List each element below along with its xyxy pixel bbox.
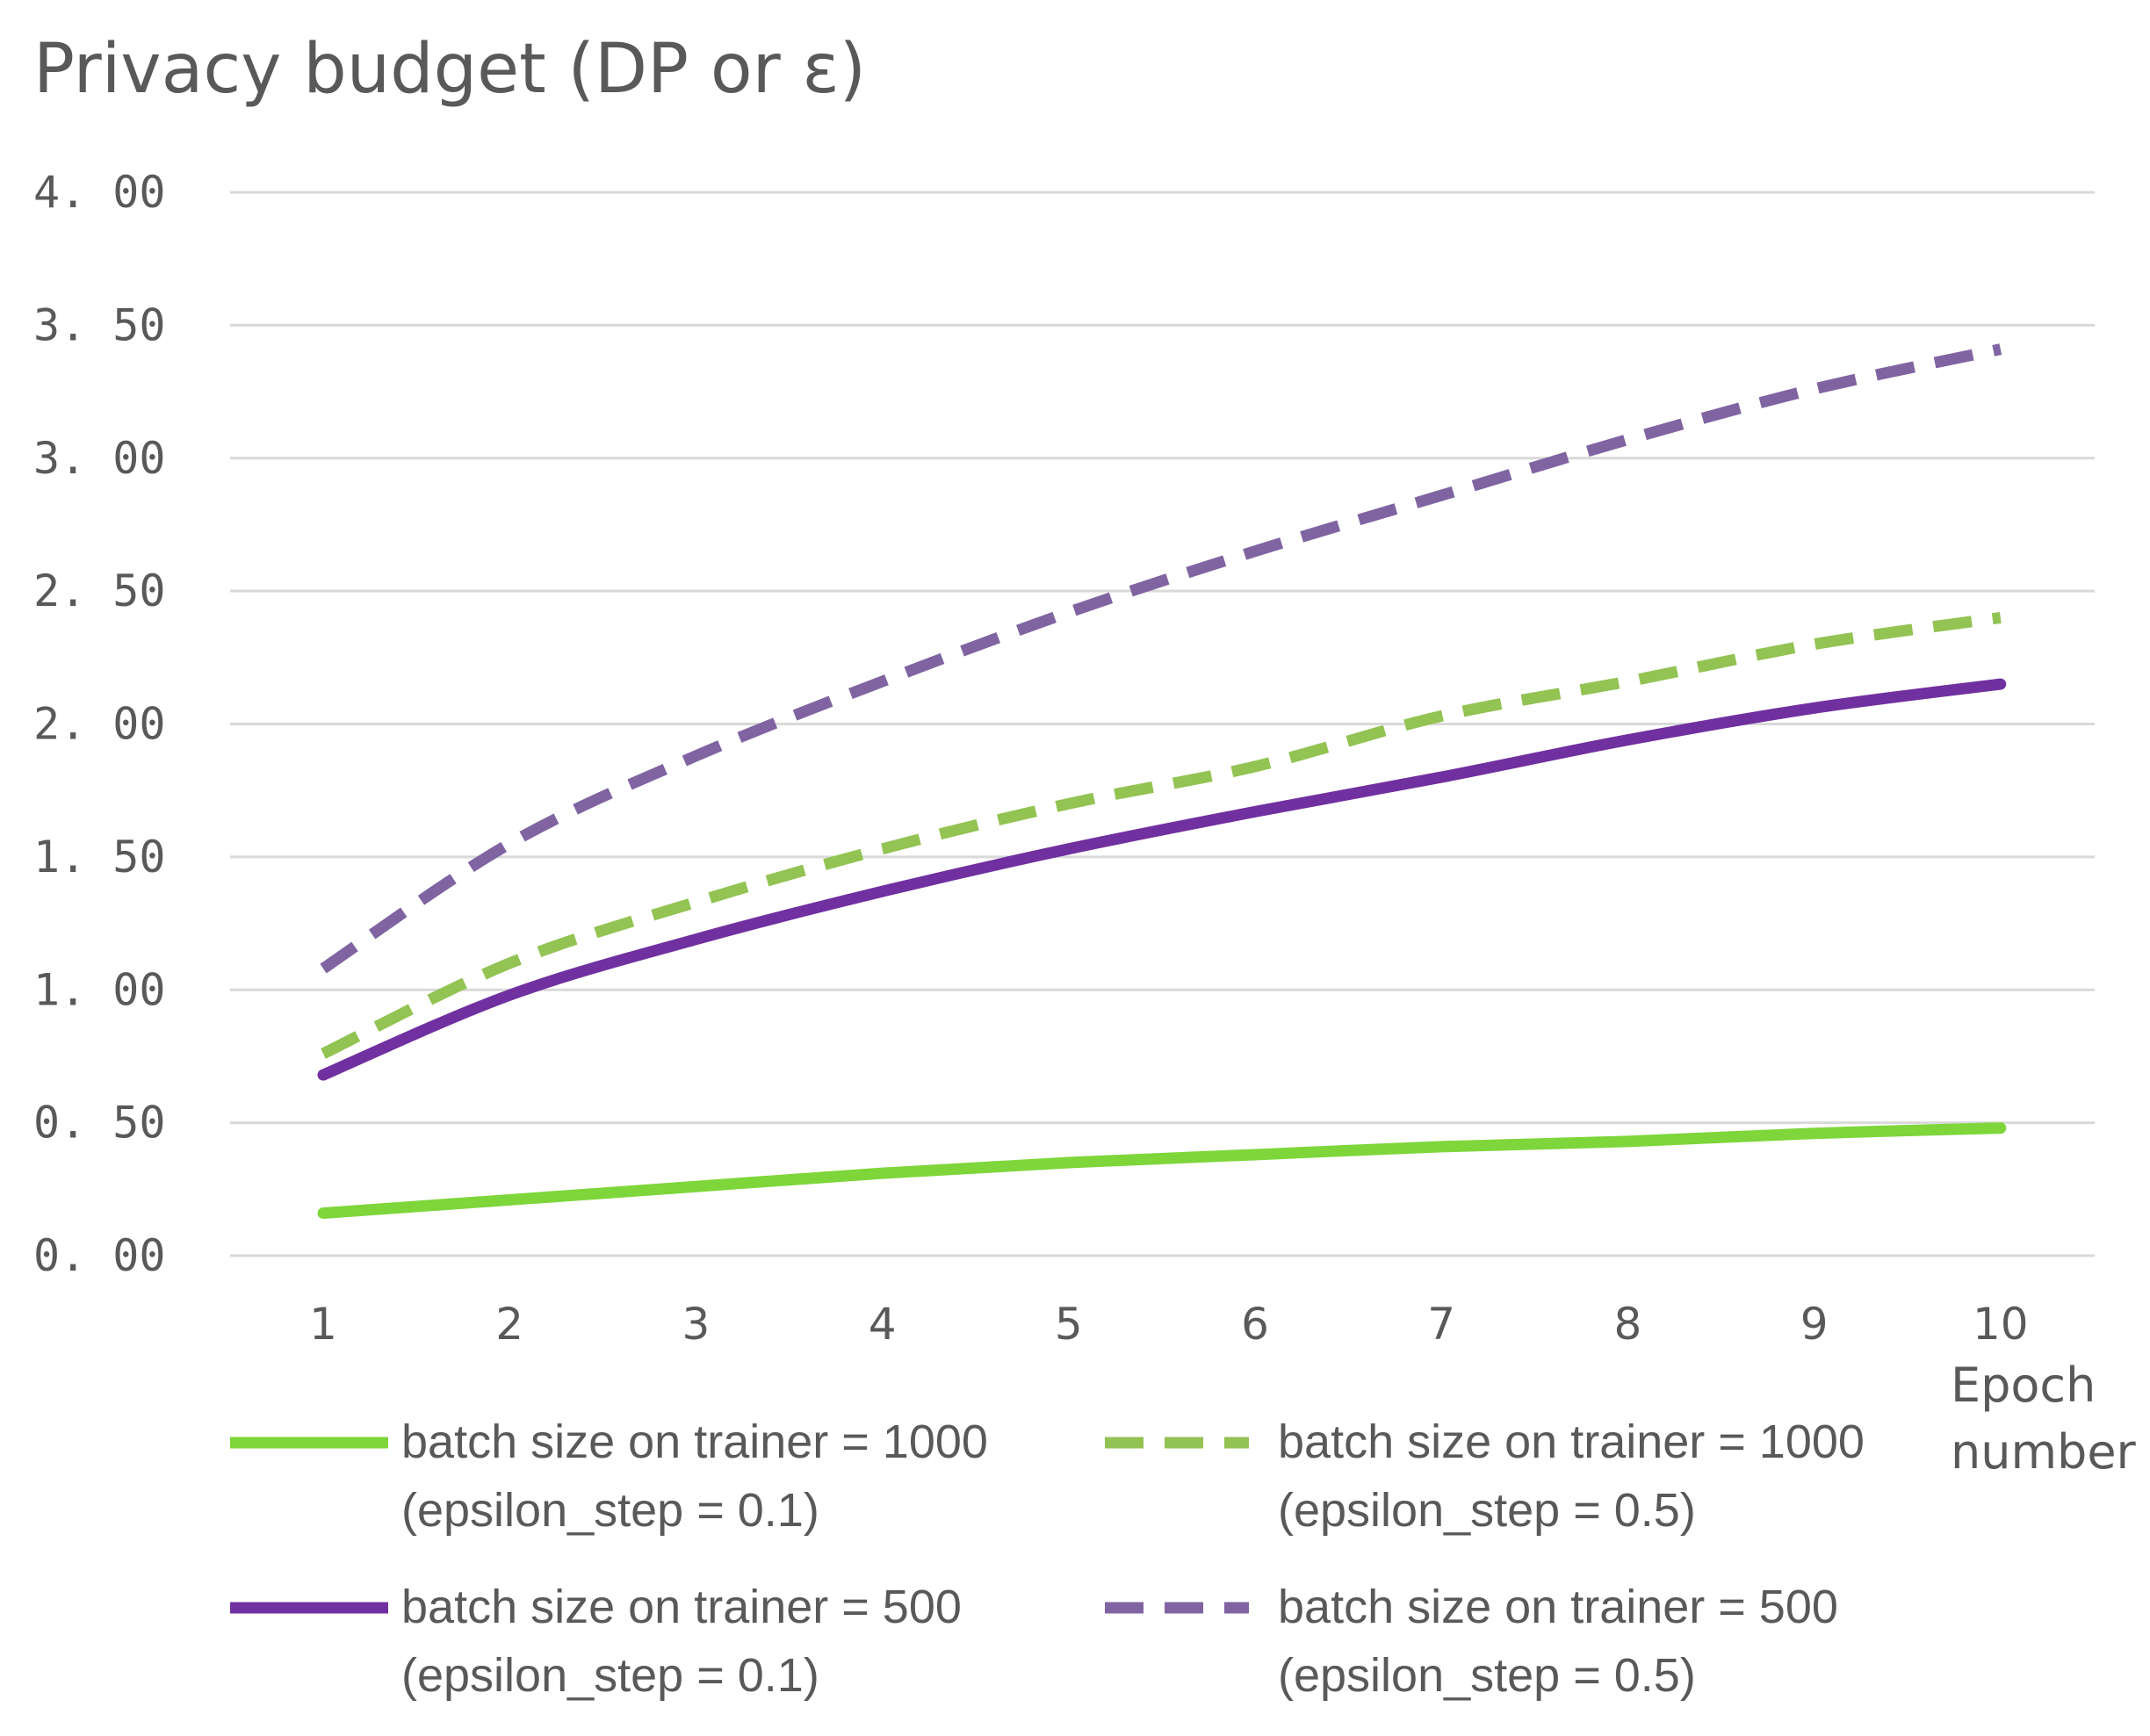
y-tick-label: 4. 00 (33, 167, 166, 218)
y-tick-label: 0. 00 (33, 1230, 166, 1281)
x-axis-ticks: 1 2 3 4 5 6 7 8 9 10 (309, 1299, 2029, 1350)
y-tick-label: 2. 00 (33, 699, 166, 750)
legend: batch size on trainer = 1000 (epsilon_ste… (230, 1415, 1865, 1702)
series-line-1 (317, 1122, 2007, 1220)
y-tick-label: 3. 50 (33, 299, 166, 350)
legend-label-line: (epsilon_step = 0.5) (1278, 1649, 1696, 1702)
grid (230, 191, 2095, 1257)
series-line-3 (317, 678, 2007, 1081)
chart-title: Privacy budget (DP or ε) (33, 30, 866, 109)
x-tick-label: 9 (1800, 1299, 1829, 1350)
x-tick-label: 6 (1241, 1299, 1269, 1350)
legend-label-line: batch size on trainer = 1000 (1278, 1415, 1865, 1468)
x-tick-label: 1 (309, 1299, 337, 1350)
y-tick-label: 1. 00 (33, 964, 166, 1015)
legend-label-line: batch size on trainer = 500 (1278, 1581, 1838, 1633)
x-tick-label: 5 (1055, 1299, 1083, 1350)
series-line-2 (321, 611, 2002, 1059)
y-tick-label: 3. 00 (33, 433, 166, 484)
legend-item-2: batch size on trainer = 1000 (epsilon_ste… (1105, 1415, 1865, 1537)
series-lines (317, 343, 2007, 1220)
legend-item-1: batch size on trainer = 1000 (epsilon_ste… (230, 1415, 988, 1537)
legend-item-3: batch size on trainer = 500 (epsilon_step… (230, 1581, 962, 1702)
x-tick-label: 4 (869, 1299, 897, 1350)
x-tick-label: 7 (1427, 1299, 1455, 1350)
legend-label-line: (epsilon_step = 0.5) (1278, 1484, 1696, 1537)
y-axis-ticks: 0. 00 0. 50 1. 00 1. 50 2. 00 2. 50 3. 00 3. 50… (33, 167, 166, 1281)
legend-label-line: (epsilon_step = 0.1) (401, 1649, 819, 1702)
x-axis-label-line-2: number (1951, 1424, 2137, 1480)
x-tick-label: 8 (1613, 1299, 1641, 1350)
y-tick-label: 1. 50 (33, 832, 166, 882)
series-line-4 (320, 343, 2002, 974)
x-tick-label: 3 (682, 1299, 710, 1350)
y-tick-label: 0. 50 (33, 1098, 166, 1149)
x-axis-label-line-1: Epoch (1951, 1358, 2096, 1413)
legend-item-4: batch size on trainer = 500 (epsilon_step… (1105, 1581, 1838, 1702)
y-tick-label: 2. 50 (33, 565, 166, 616)
x-tick-label: 10 (1973, 1299, 2029, 1350)
x-tick-label: 2 (495, 1299, 523, 1350)
legend-label-line: (epsilon_step = 0.1) (401, 1484, 819, 1537)
legend-label-line: batch size on trainer = 1000 (401, 1415, 988, 1468)
legend-label-line: batch size on trainer = 500 (401, 1581, 962, 1633)
